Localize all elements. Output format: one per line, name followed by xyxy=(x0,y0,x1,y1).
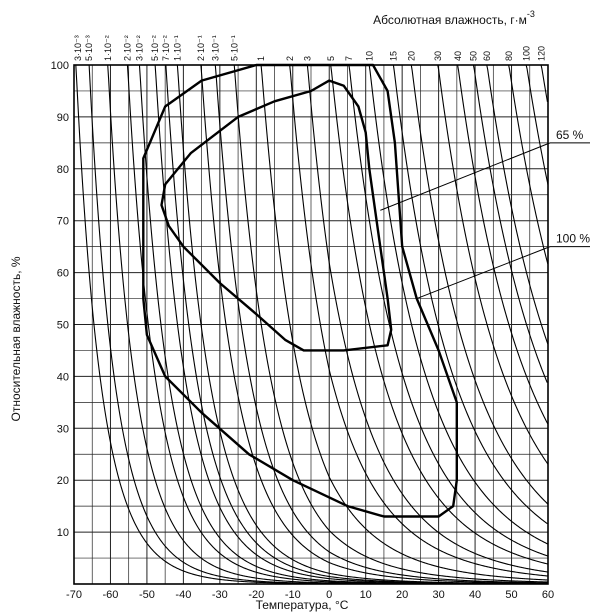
top-axis-label: Абсолютная влажность, г·м xyxy=(373,13,527,27)
series-line xyxy=(142,63,458,518)
y-tick-label: 90 xyxy=(57,112,69,124)
y-tick-label: 30 xyxy=(57,423,69,435)
abs-humidity-curve xyxy=(457,65,548,425)
top-tick-label: 1·10⁻² xyxy=(103,35,113,61)
top-tick-label: 60 xyxy=(482,51,492,61)
annotation-leader xyxy=(380,142,551,211)
top-tick-label: 3·10⁻² xyxy=(135,35,145,61)
top-tick-label: 100 xyxy=(522,46,532,61)
abs-humidity-curve xyxy=(200,65,548,584)
x-tick-label: -70 xyxy=(66,589,82,601)
x-tick-label: -20 xyxy=(248,589,264,601)
y-tick-label: 20 xyxy=(57,475,69,487)
abs-humidity-curve xyxy=(214,65,548,584)
x-tick-label: -10 xyxy=(285,589,301,601)
x-tick-label: -60 xyxy=(103,589,119,601)
x-tick-label: -50 xyxy=(139,589,155,601)
x-tick-label: -30 xyxy=(212,589,228,601)
annotation-leader xyxy=(416,246,551,300)
abs-humidity-curve xyxy=(368,65,548,545)
abs-humidity-curve xyxy=(260,65,548,581)
annotations: 65 % 100 % xyxy=(380,128,590,300)
abs-humidity-curve xyxy=(486,65,548,345)
top-tick-label: 1·10⁻¹ xyxy=(173,35,183,61)
top-tick-label: 5·10⁻² xyxy=(150,35,160,61)
y-tick-label: 80 xyxy=(57,164,69,176)
annotation-label: 100 % xyxy=(556,232,590,246)
x-tick-label: 0 xyxy=(326,589,332,601)
y-tick-label: 10 xyxy=(57,527,69,539)
x-tick-label: 40 xyxy=(469,589,481,601)
abs-humidity-curve xyxy=(525,65,548,186)
x-tick-label: -40 xyxy=(175,589,191,601)
abs-humidity-curve xyxy=(233,65,548,583)
plot-frame xyxy=(73,64,549,585)
x-tick-label: 10 xyxy=(360,589,372,601)
top-axis-label-group: Абсолютная влажность, г·м-3 xyxy=(373,9,535,27)
top-tick-label: 3·10⁻³ xyxy=(73,35,83,61)
y-tick-label: 70 xyxy=(57,216,69,228)
y-tick-label: 40 xyxy=(57,371,69,383)
top-tick-labels: 3·10⁻³ 5·10⁻³ 1·10⁻² 2·10⁻² 3·10⁻² 5·10⁻² 7·10… xyxy=(73,35,546,61)
top-tick-label: 2 xyxy=(285,56,295,61)
top-tick-label: 3 xyxy=(303,56,313,61)
series-group xyxy=(142,63,458,518)
x-tick-label: 50 xyxy=(505,589,517,601)
abs-humidity-curve xyxy=(392,65,548,525)
y-tick-label: 60 xyxy=(57,268,69,280)
top-tick-label: 3·10⁻¹ xyxy=(210,35,220,61)
top-tick-label: 120 xyxy=(536,46,546,61)
top-tick-label: 1 xyxy=(256,56,266,61)
abs-humidity-curve xyxy=(306,65,548,573)
x-tick-labels: -70 -60 -50 -40 -30 -20 -10 0 10 20 30 40 50 60 xyxy=(66,589,554,601)
x-tick-label: 60 xyxy=(542,589,554,601)
abs-humidity-curve xyxy=(472,65,548,383)
annotation-label: 65 % xyxy=(556,128,584,142)
top-tick-label: 5·10⁻³ xyxy=(84,35,94,61)
y-tick-labels: 10 20 30 40 50 60 70 80 90 100 xyxy=(51,60,69,539)
top-tick-label: 2·10⁻¹ xyxy=(196,35,206,61)
abs-humidity-curve xyxy=(176,65,548,584)
top-tick-label: 15 xyxy=(389,51,399,61)
top-tick-label: 5 xyxy=(326,56,336,61)
top-tick-label: 5·10⁻¹ xyxy=(229,35,239,61)
x-axis-label: Температура, °C xyxy=(256,598,349,612)
abs-humidity-curve xyxy=(410,65,548,505)
y-tick-label: 50 xyxy=(57,320,69,332)
top-tick-label: 7·10⁻² xyxy=(161,35,171,61)
top-tick-label: 7 xyxy=(344,56,354,61)
abs-humidity-curve xyxy=(508,65,548,265)
top-tick-label: 30 xyxy=(433,51,443,61)
abs-humidity-curve xyxy=(540,65,548,103)
top-axis-label-exponent: -3 xyxy=(527,9,535,19)
top-tick-label: 10 xyxy=(364,51,374,61)
abs-humidity-curve xyxy=(289,65,548,577)
x-tick-label: 20 xyxy=(396,589,408,601)
abs-humidity-curve xyxy=(437,65,548,465)
series-line xyxy=(160,79,393,352)
x-tick-label: 30 xyxy=(432,589,444,601)
y-tick-label: 100 xyxy=(51,60,69,72)
top-tick-label: 50 xyxy=(469,51,479,61)
top-tick-label: 2·10⁻² xyxy=(123,35,133,61)
top-tick-label: 40 xyxy=(453,51,463,61)
grid xyxy=(73,65,549,584)
abs-humidity-curve xyxy=(330,65,548,565)
top-tick-label: 80 xyxy=(504,51,514,61)
top-tick-label: 20 xyxy=(407,51,417,61)
y-axis-label: Относительная влажность, % xyxy=(9,256,23,421)
abs-humidity-curve xyxy=(348,65,548,557)
